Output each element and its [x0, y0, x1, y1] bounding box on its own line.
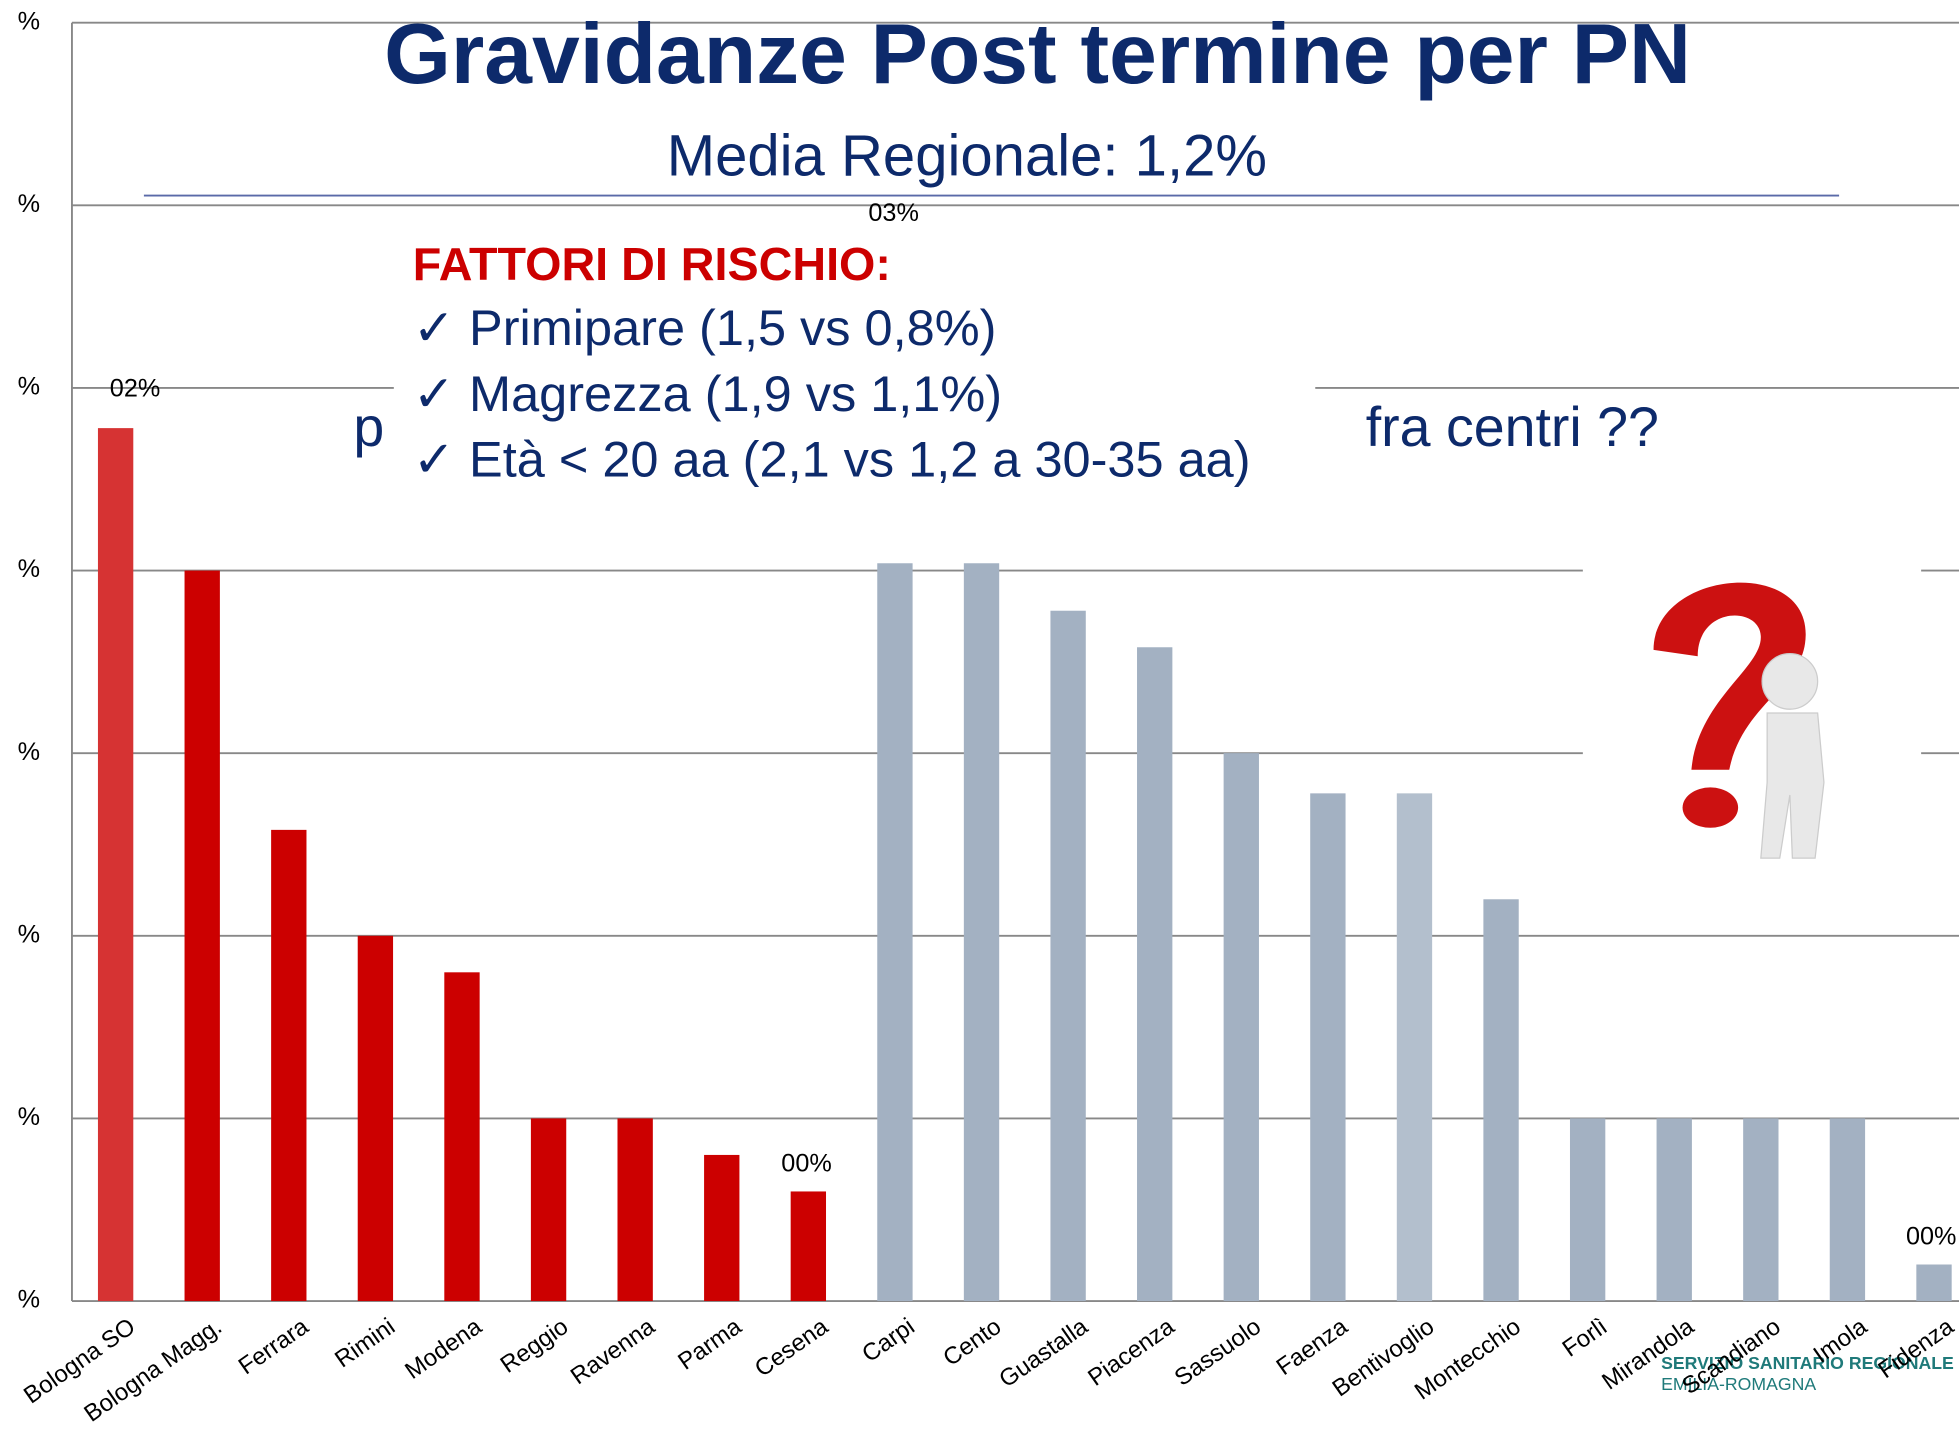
bar — [1916, 1264, 1952, 1302]
bar — [357, 935, 394, 1302]
logo-text: SERVIZIO SANITARIO REGIONALE — [1661, 1353, 1954, 1373]
y-tick-label: % — [18, 1103, 40, 1131]
x-tick-label: Ravenna — [566, 1313, 661, 1391]
illustration-bg — [1582, 567, 1922, 899]
annotation: 00% — [781, 1149, 832, 1177]
bar — [1310, 793, 1346, 1302]
bar — [1656, 1118, 1692, 1302]
logo: SERVIZIO SANITARIO REGIONALE EMILIA-ROMA… — [1560, 1327, 1954, 1411]
bar — [97, 428, 134, 1302]
y-tick-label: % — [18, 1286, 40, 1314]
x-tick-label: Ferrara — [234, 1313, 314, 1381]
annotation: 00% — [1906, 1223, 1957, 1251]
y-tick-label: % — [18, 555, 40, 583]
risk-item: ✓ Magrezza (1,9 vs 1,1%) — [413, 365, 1002, 422]
annotation: 03% — [868, 199, 919, 227]
bar — [1483, 899, 1519, 1302]
risk-item: ✓ Primipare (1,5 vs 0,8%) — [413, 299, 997, 356]
bar — [271, 829, 307, 1302]
question-illustration — [1582, 567, 1922, 899]
chart-subtitle: Media Regionale: 1,2% — [667, 124, 1267, 189]
y-tick-label: % — [18, 7, 40, 35]
y-tick-label: % — [18, 373, 40, 401]
question-mark — [1653, 582, 1806, 770]
bar — [704, 1154, 740, 1302]
bar — [1829, 1118, 1866, 1302]
hidden-text: fra centri ?? — [1366, 396, 1659, 458]
x-tick-label: Cento — [938, 1313, 1006, 1372]
bar — [963, 563, 1000, 1302]
figure-head — [1761, 653, 1819, 710]
x-tick-label: Piacenza — [1083, 1313, 1180, 1392]
x-tick-label: Reggio — [496, 1313, 574, 1379]
x-tick-label: Cesena — [750, 1313, 834, 1383]
bar — [1396, 793, 1433, 1302]
bar — [617, 1118, 653, 1302]
bar — [877, 563, 913, 1302]
x-tick-label: Fidenza — [1873, 1313, 1959, 1384]
y-tick-label: % — [18, 920, 40, 948]
figure-body — [1760, 712, 1825, 859]
bar — [184, 570, 220, 1302]
bar — [1569, 1118, 1606, 1302]
bar — [1137, 647, 1173, 1302]
bar — [530, 1118, 567, 1302]
risk-box — [393, 237, 1316, 500]
question-dot — [1682, 787, 1739, 828]
x-tick-label: Sassuolo — [1170, 1313, 1266, 1392]
bar — [1050, 610, 1086, 1302]
risk-heading: FATTORI DI RISCHIO: — [413, 238, 891, 290]
x-tick-label: Guastalla — [994, 1313, 1093, 1394]
hidden-text: p — [353, 396, 384, 458]
logo-text: EMILIA-ROMAGNA — [1661, 1374, 1816, 1394]
x-tick-label: Modena — [400, 1313, 487, 1385]
y-tick-label: % — [18, 738, 40, 766]
bar — [1743, 1118, 1779, 1302]
logo-bg — [1560, 1327, 1649, 1411]
risk-item: ✓ Età < 20 aa (2,1 vs 1,2 a 30-35 aa) — [413, 430, 1251, 487]
annotation: 02% — [110, 375, 161, 403]
x-tick-label: Rimini — [330, 1313, 400, 1373]
y-tick-label: % — [18, 190, 40, 218]
chart-title: Gravidanze Post termine per PN — [384, 6, 1691, 102]
bar — [790, 1191, 827, 1302]
bar — [1223, 753, 1259, 1302]
bar — [444, 972, 480, 1302]
x-tick-label: Carpi — [857, 1313, 919, 1368]
x-tick-label: Parma — [673, 1313, 747, 1376]
